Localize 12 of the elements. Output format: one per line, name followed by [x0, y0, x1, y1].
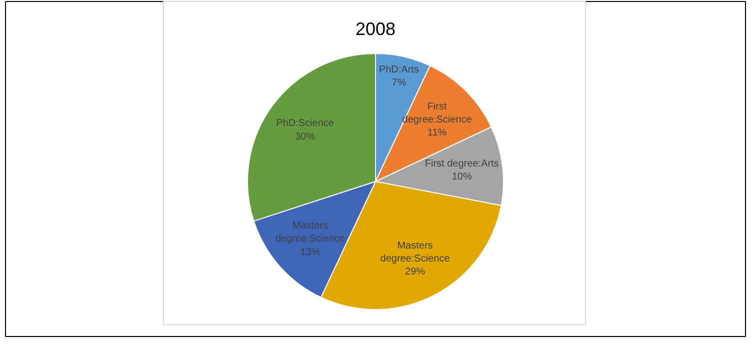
slice-label: Masters degree:Science [275, 220, 346, 245]
data-label: 10% [452, 172, 472, 183]
data-label: 11% [427, 128, 447, 139]
slice-label: First degree:Arts [424, 158, 499, 170]
data-label: 29% [405, 266, 426, 278]
data-label: 7% [392, 78, 406, 89]
data-label: 30% [295, 131, 316, 142]
slice-label: Masters degree:Science [380, 240, 450, 265]
data-label: 13% [300, 246, 320, 258]
slice-label: PhD:Arts [378, 64, 419, 76]
chart-title: 2008 [355, 19, 396, 39]
slice-label: PhD:Science [276, 118, 334, 130]
